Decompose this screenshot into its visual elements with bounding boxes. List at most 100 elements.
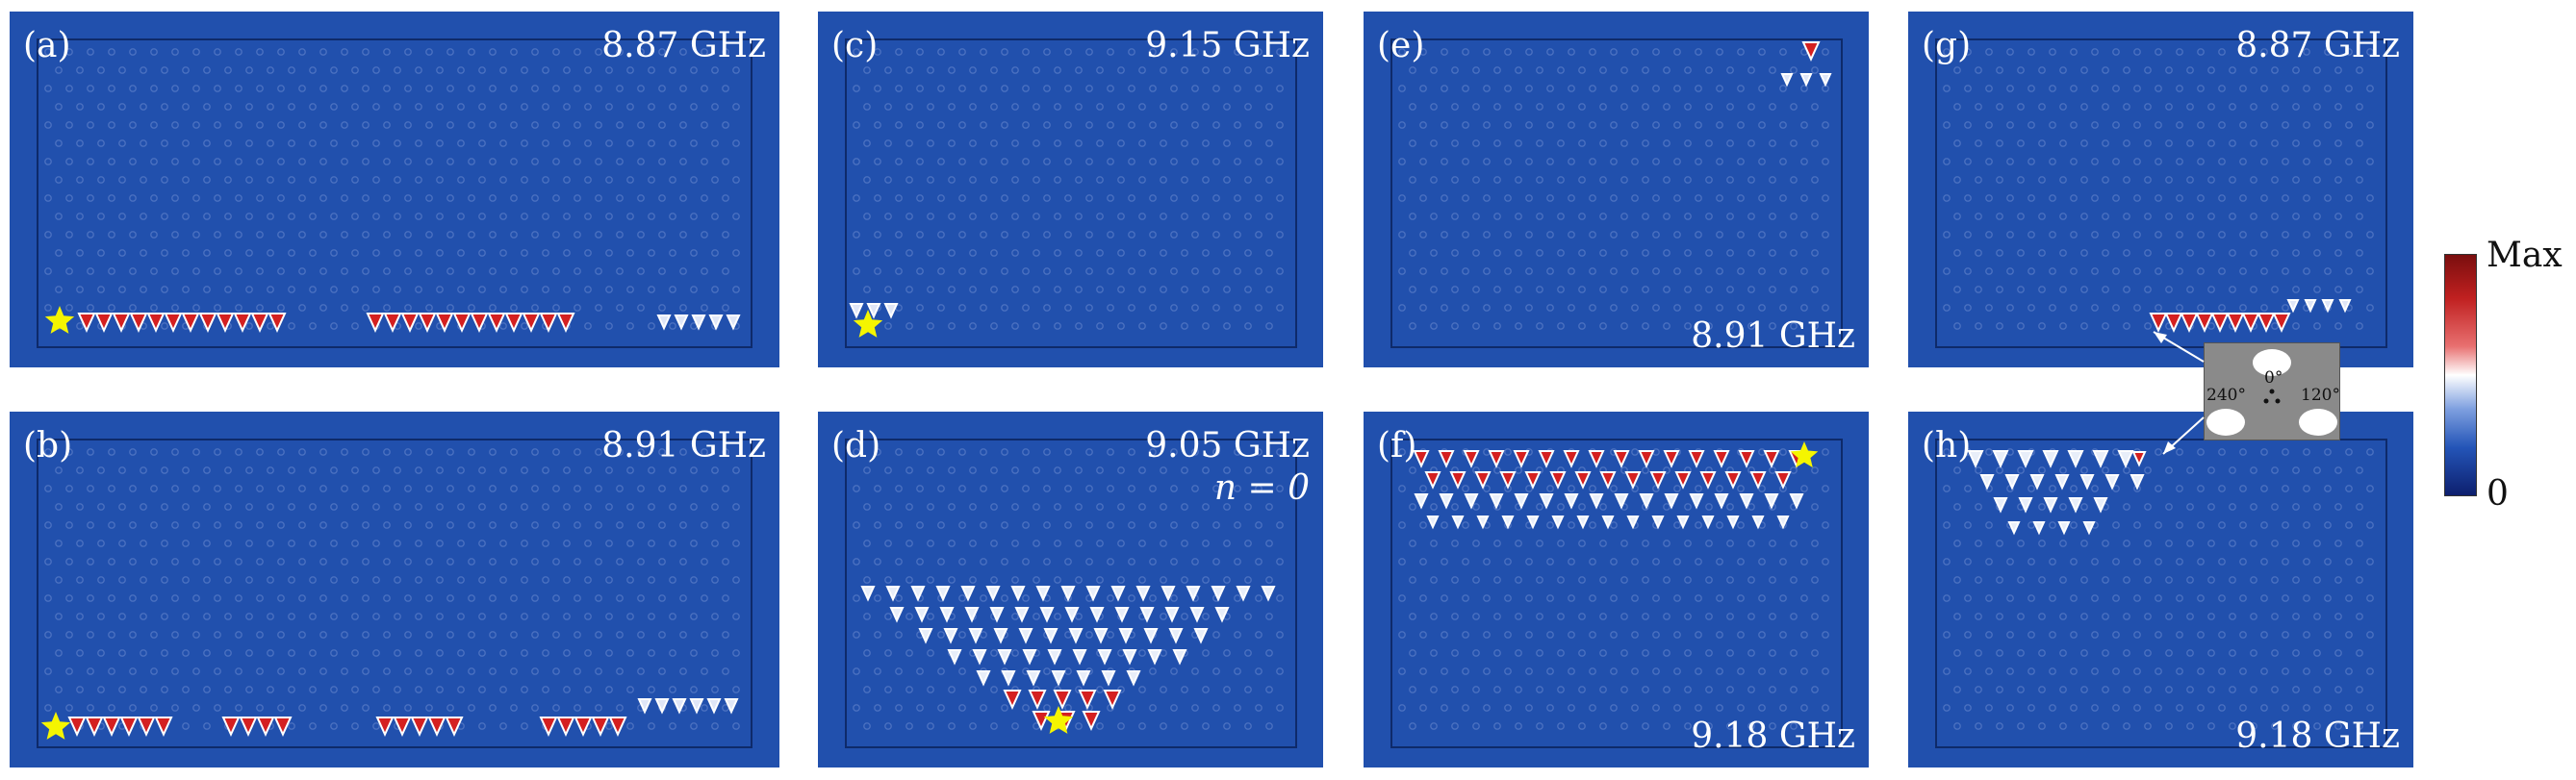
- lattice-hole: [969, 249, 977, 257]
- lattice-hole: [2313, 286, 2321, 293]
- lattice-hole: [2260, 667, 2268, 675]
- panel-c: (c) 9.15 GHz: [818, 12, 1323, 367]
- field-hotspot: [1097, 649, 1112, 666]
- lattice-hole: [1652, 594, 1660, 602]
- lattice-hole: [2366, 121, 2374, 129]
- lattice-hole: [55, 466, 63, 474]
- lattice-hole: [383, 121, 391, 129]
- lattice-hole: [298, 594, 306, 602]
- lattice-hole: [1096, 66, 1104, 74]
- lattice-hole: [1170, 558, 1178, 566]
- lattice-hole: [1975, 503, 1982, 511]
- lattice-hole: [1001, 158, 1008, 165]
- lattice-hole: [1642, 722, 1649, 730]
- lattice-hole: [1085, 267, 1093, 275]
- lattice-hole: [1255, 521, 1262, 529]
- lattice-hole: [1128, 521, 1135, 529]
- field-hotspot: [1476, 516, 1490, 530]
- lattice-hole: [1996, 139, 2003, 147]
- lattice-hole: [658, 158, 666, 165]
- lattice-hole: [2017, 176, 2025, 184]
- field-hotspot: [1726, 516, 1740, 530]
- lattice-hole: [267, 503, 274, 511]
- lattice-hole: [1758, 558, 1766, 566]
- lattice-hole: [2186, 213, 2194, 220]
- lattice-hole: [1964, 304, 1972, 312]
- lattice-hole: [478, 503, 486, 511]
- lattice-hole: [2218, 231, 2226, 239]
- lattice-hole: [1493, 249, 1501, 257]
- lattice-hole: [521, 613, 528, 620]
- lattice-hole: [1975, 286, 1982, 293]
- lattice-hole: [1022, 158, 1030, 165]
- lattice-hole: [1599, 176, 1607, 184]
- lattice-hole: [2313, 176, 2321, 184]
- lattice-hole: [1191, 48, 1199, 56]
- field-hotspot: [960, 586, 976, 602]
- lattice-hole: [1758, 267, 1766, 275]
- lattice-hole: [1472, 576, 1480, 584]
- lattice-hole: [1546, 558, 1554, 566]
- lattice-hole: [563, 613, 571, 620]
- lattice-hole: [690, 649, 698, 657]
- lattice-hole: [76, 649, 84, 657]
- lattice-hole: [1589, 267, 1596, 275]
- lattice-hole: [637, 521, 645, 529]
- lattice-hole: [1769, 139, 1776, 147]
- lattice-hole: [927, 249, 934, 257]
- lattice-hole: [2334, 540, 2342, 547]
- lattice-hole: [927, 466, 934, 474]
- lattice-hole: [669, 540, 676, 547]
- field-hotspot: [883, 303, 899, 319]
- lattice-hole: [192, 667, 200, 675]
- lattice-hole: [1430, 66, 1438, 74]
- lattice-hole: [1138, 649, 1146, 657]
- lattice-hole: [2303, 48, 2310, 56]
- lattice-hole: [457, 576, 465, 584]
- lattice-hole: [2070, 521, 2078, 529]
- lattice-hole: [1181, 286, 1188, 293]
- lattice-hole: [1212, 158, 1220, 165]
- lattice-hole: [1822, 558, 1829, 566]
- lattice-hole: [2186, 649, 2194, 657]
- lattice-hole: [2324, 704, 2332, 712]
- lattice-hole: [394, 503, 401, 511]
- lattice-hole: [97, 649, 105, 657]
- lattice-hole: [245, 66, 253, 74]
- lattice-hole: [701, 521, 708, 529]
- lattice-hole: [277, 121, 285, 129]
- lattice-hole: [277, 158, 285, 165]
- lattice-hole: [2303, 448, 2310, 456]
- lattice-hole: [853, 594, 860, 602]
- lattice-hole: [44, 558, 52, 566]
- lattice-hole: [1525, 194, 1533, 202]
- lattice-hole: [853, 267, 860, 275]
- lattice-hole: [309, 249, 317, 257]
- lattice-hole: [552, 631, 560, 639]
- field-hotspot: [1801, 41, 1821, 63]
- lattice-hole: [2144, 213, 2152, 220]
- lattice-hole: [2059, 66, 2067, 74]
- lattice-hole: [1673, 667, 1681, 675]
- lattice-hole: [637, 48, 645, 56]
- lattice-hole: [1493, 649, 1501, 657]
- lattice-hole: [1054, 576, 1061, 584]
- lattice-hole: [2292, 249, 2300, 257]
- lattice-hole: [2250, 213, 2257, 220]
- field-hotspot: [1649, 471, 1667, 490]
- frequency-label: 8.87 GHz: [601, 26, 766, 65]
- field-hotspot: [2043, 497, 2058, 514]
- lattice-hole: [574, 121, 581, 129]
- lattice-hole: [457, 249, 465, 257]
- lattice-hole: [118, 286, 126, 293]
- lattice-hole: [140, 66, 147, 74]
- field-hotspot: [539, 313, 558, 334]
- lattice-hole: [1663, 139, 1671, 147]
- lattice-hole: [425, 521, 433, 529]
- lattice-hole: [1631, 631, 1639, 639]
- lattice-hole: [2017, 286, 2025, 293]
- lattice-hole: [510, 521, 518, 529]
- lattice-hole: [1705, 286, 1713, 293]
- lattice-hole: [1064, 194, 1072, 202]
- lattice-hole: [1716, 85, 1723, 92]
